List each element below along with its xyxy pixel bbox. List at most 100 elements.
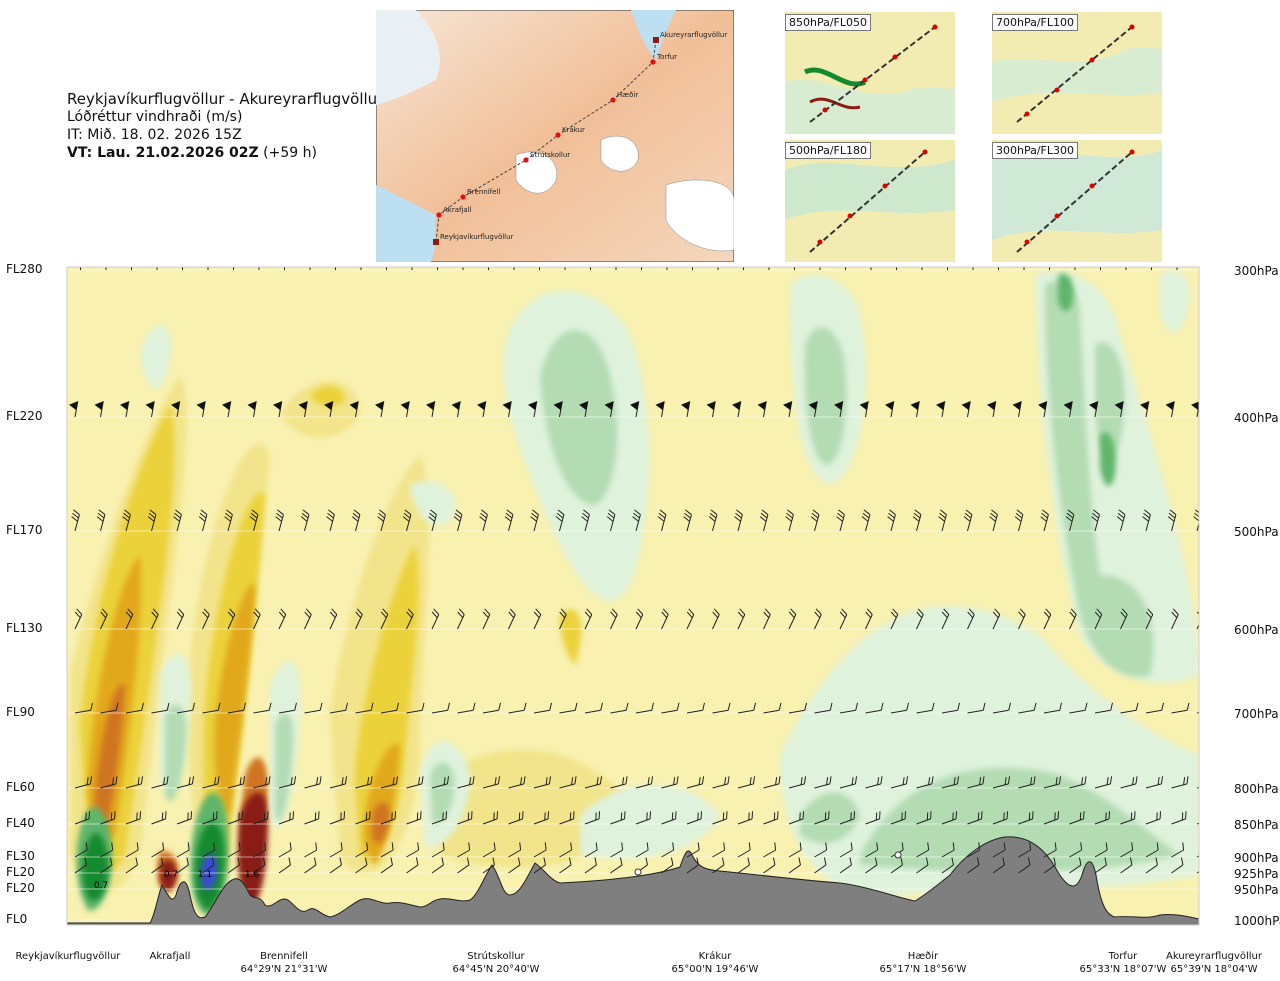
wind-barb (610, 702, 629, 714)
wind-barb (992, 857, 1005, 874)
wind-barb (661, 776, 679, 789)
wind-barb (1114, 401, 1124, 418)
wind-barb (457, 776, 475, 789)
wind-barb (1043, 776, 1062, 789)
wind-barb (247, 401, 257, 418)
wind-barb (326, 509, 335, 532)
wind-barb (451, 401, 461, 418)
wind-barb (1171, 842, 1185, 858)
pressure-level-label: 1000hPa (1234, 914, 1280, 928)
wind-barb (94, 401, 104, 418)
wind-barb (839, 857, 852, 874)
wind-barb (176, 857, 189, 874)
wind-barb (584, 842, 598, 858)
wind-barb (584, 702, 603, 714)
wind-barb (329, 811, 346, 825)
wind-barb (304, 608, 312, 630)
flight-level-label: FL280 (6, 262, 43, 276)
wind-barb (173, 509, 182, 532)
wind-barb (814, 608, 822, 630)
wind-barb (329, 702, 348, 714)
wind-barb (916, 702, 935, 714)
flight-level-label: FL40 (6, 816, 35, 830)
wind-barb (1018, 842, 1032, 858)
location-name: Strútskollur (467, 951, 525, 962)
neg-core-region (200, 853, 217, 890)
mini-map-700-label: 700hPa/FL100 (992, 14, 1079, 31)
wind-barb (1043, 811, 1060, 825)
wind-barb (1043, 608, 1052, 630)
wind-barb (198, 509, 208, 532)
wind-barb (757, 401, 767, 418)
wind-barb (657, 509, 667, 532)
waypoint-label: Akureyrarflugvöllur (660, 31, 727, 39)
waypoint-marker (523, 157, 529, 163)
wind-barb (1145, 811, 1162, 825)
wind-barb (941, 608, 950, 630)
wind-barb (74, 842, 88, 858)
wind-barb (151, 608, 159, 630)
mini-map-850 (785, 12, 955, 134)
flight-level-label: FL20 (6, 881, 35, 895)
wind-barb (202, 857, 215, 874)
wind-barb (202, 776, 220, 789)
wind-barb (380, 608, 389, 630)
location-coord: 65°17'N 18°56'W (879, 964, 967, 975)
wind-barb (298, 401, 308, 418)
wind-barb (329, 776, 348, 789)
wind-barb (275, 509, 284, 532)
wind-barb (992, 842, 1006, 858)
wind-barb (406, 842, 420, 858)
wind-barb (763, 702, 782, 714)
waypoint-label: Hæðir (617, 91, 638, 99)
valid-time-label: VT: Lau. 21.02.2026 02Z (67, 145, 259, 161)
wind-barb (967, 608, 975, 630)
wind-barb (712, 702, 731, 714)
wind-barb (100, 857, 113, 874)
wind-barb (967, 776, 985, 789)
wind-barb (992, 702, 1011, 714)
waypoint-label: Torfur (656, 53, 677, 61)
wind-barb (402, 509, 412, 532)
wind-barb (916, 842, 930, 858)
wind-barb (581, 509, 590, 532)
airport-marker (653, 37, 659, 43)
wind-barb (528, 401, 538, 418)
wind-barb (202, 842, 216, 858)
wind-barb (916, 608, 924, 630)
valid-time: VT: Lau. 21.02.2026 02Z (+59 h) (67, 144, 383, 162)
wind-barb (992, 811, 1009, 825)
wind-barb (176, 608, 185, 630)
location-coord: 65°00'N 19°46'W (671, 964, 759, 975)
flight-level-label: FL60 (6, 780, 35, 794)
wind-barb (329, 842, 343, 858)
wind-barb (222, 401, 232, 418)
wind-barb (176, 842, 190, 858)
wind-barb (661, 702, 680, 714)
wind-barb (1167, 509, 1177, 532)
wind-barb (74, 608, 83, 630)
wind-barb (1120, 811, 1136, 825)
wind-barb (967, 857, 980, 874)
wind-barb (814, 776, 832, 789)
wind-barb (885, 401, 895, 418)
wind-barb (380, 776, 399, 789)
wind-barb (712, 776, 730, 789)
wind-barb (559, 857, 572, 874)
wind-barb (916, 857, 929, 874)
location-coord: 65°33'N 18°07'W (1079, 964, 1167, 975)
wind-barb (734, 509, 743, 532)
wind-barb (1012, 401, 1022, 418)
wind-barb (686, 702, 705, 714)
wind-barb (426, 401, 436, 418)
value-label: 0.7 (164, 870, 178, 880)
wind-barb (555, 509, 565, 532)
wind-barb (559, 811, 575, 825)
wind-barb (890, 857, 903, 874)
wind-barb (941, 811, 958, 825)
wind-barb (74, 857, 87, 874)
wind-barb (176, 776, 195, 789)
wind-barb (808, 401, 818, 418)
mini-map-500 (785, 140, 955, 262)
wind-barb (604, 401, 614, 418)
